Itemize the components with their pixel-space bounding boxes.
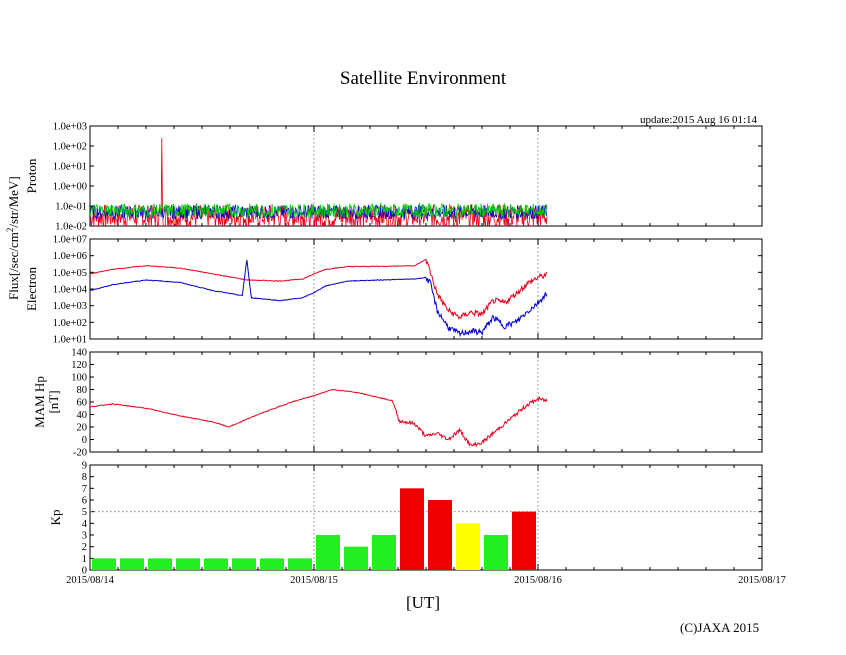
- y-tick-label: 1.0e-02: [55, 222, 87, 233]
- kp-bar: [92, 558, 116, 570]
- y-tick-label: 1.0e-01: [55, 202, 87, 213]
- panel-proton: 1.0e-02 1.0e-01 1.0e+00 1.0e+01 1.0e+02 1.0e+…: [24, 122, 763, 233]
- series-electron-high-energy: [90, 259, 548, 338]
- x-axis-label: [UT]: [406, 593, 440, 612]
- y-tick-label: 1.0e+02: [53, 318, 87, 329]
- x-tick-label: 2015/08/16: [514, 575, 562, 586]
- y-tick-label: 2: [82, 542, 87, 553]
- kp-bar: [120, 558, 144, 570]
- kp-bar: [456, 523, 480, 570]
- kp-bar: [484, 535, 508, 570]
- y-tick-label: 100: [71, 373, 87, 384]
- series-electron-low-energy: [90, 258, 548, 320]
- flux-label-tail: /str/MeV]: [6, 176, 21, 227]
- y-tick-label: 1.0e+04: [53, 285, 88, 296]
- y-tick-label: 1: [82, 554, 87, 565]
- kp-bar: [512, 511, 536, 570]
- y-axis-label: Kp: [48, 510, 63, 526]
- kp-bar: [204, 558, 228, 570]
- y-tick-label: 5: [82, 507, 87, 518]
- y-tick-label: -20: [73, 448, 87, 459]
- y-tick-label: 80: [77, 385, 88, 396]
- y-tick-label: 8: [82, 472, 87, 483]
- y-tick-label: 1.0e+03: [53, 122, 87, 133]
- panel-frame: [89, 351, 763, 453]
- kp-bar: [232, 558, 256, 570]
- chart-title: Satellite Environment: [339, 68, 507, 89]
- y-axis-label: Proton: [24, 158, 39, 193]
- update-timestamp: update:2015 Aug 16 01:14: [640, 114, 758, 126]
- x-tick-label: 2015/08/17: [738, 575, 786, 586]
- y-axis-label: Electron: [24, 266, 39, 311]
- plot-area: [90, 137, 548, 226]
- kp-bar: [316, 535, 340, 570]
- y-tick-label: 1.0e+01: [53, 335, 87, 346]
- y-tick-label: 1.0e+07: [53, 235, 87, 246]
- copyright-text: (C)JAXA 2015: [680, 620, 760, 635]
- y-tick-label: 4: [82, 519, 88, 530]
- panel-frame: [89, 464, 763, 571]
- kp-bar: [148, 558, 172, 570]
- flux-axis-label: Flux[/sec/cm2/str/MeV]: [5, 176, 21, 300]
- y-tick-label: 120: [71, 360, 87, 371]
- kp-bar: [428, 500, 452, 570]
- plot-area: [90, 258, 548, 338]
- flux-label-text: Flux[/sec/cm: [6, 232, 21, 300]
- y-tick-label: 60: [77, 398, 88, 409]
- y-tick-label: 6: [82, 496, 87, 507]
- y-tick-label: 9: [82, 461, 87, 472]
- kp-bar: [260, 558, 284, 570]
- y-tick-label: 1.0e+02: [53, 142, 87, 153]
- y-axis-label: MAM Hp: [32, 376, 47, 428]
- y-tick-label: 1.0e+01: [53, 162, 87, 173]
- kp-bar: [176, 558, 200, 570]
- y-tick-label: 1.0e+05: [53, 268, 87, 279]
- plot-area: [90, 388, 548, 448]
- flux-label-sup: 2: [5, 228, 15, 233]
- y-tick-label: 0: [82, 566, 87, 577]
- y-tick-label: 1.0e+03: [53, 301, 87, 312]
- y-tick-label: 1.0e+00: [53, 182, 87, 193]
- series-proton-low: [90, 202, 548, 219]
- y-axis-unit: [nT]: [46, 390, 61, 413]
- kp-bar: [400, 488, 424, 570]
- panel-electron: 1.0e+01 1.0e+02 1.0e+03 1.0e+04 1.0e+05 1.0e+…: [24, 235, 763, 346]
- y-tick-label: 1.0e+06: [53, 251, 87, 262]
- x-tick-label: 2015/08/14: [66, 575, 115, 586]
- kp-bar: [288, 558, 312, 570]
- plot-area: [92, 488, 536, 570]
- y-tick-label: 140: [71, 348, 87, 359]
- kp-bar: [344, 546, 368, 570]
- y-tick-label: 40: [77, 410, 88, 421]
- y-tick-label: 7: [82, 484, 87, 495]
- series-hp: [90, 388, 548, 448]
- svg-text:Flux[/sec/cm2/str/MeV]: Flux[/sec/cm2/str/MeV]: [5, 176, 21, 300]
- panel-frame: [89, 238, 763, 340]
- y-tick-label: 0: [82, 435, 87, 446]
- y-tick-label: 20: [77, 423, 88, 434]
- y-tick-label: 3: [82, 531, 87, 542]
- kp-bar: [372, 535, 396, 570]
- x-tick-label: 2015/08/15: [290, 575, 338, 586]
